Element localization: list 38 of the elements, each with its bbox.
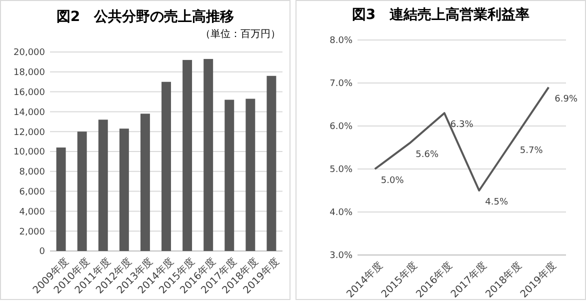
y-tick-label: 20,000 bbox=[14, 48, 46, 58]
data-label: 5.7% bbox=[520, 146, 544, 156]
y-tick-label: 7.0% bbox=[330, 79, 353, 90]
y-tick-label: 10,000 bbox=[14, 148, 46, 158]
bar bbox=[182, 60, 192, 251]
bar bbox=[162, 82, 171, 251]
y-tick-label: 6.0% bbox=[330, 122, 353, 132]
y-tick-label: 3.0% bbox=[330, 251, 353, 262]
y-tick-label: 16,000 bbox=[14, 88, 46, 98]
y-tick-label: 8,000 bbox=[19, 168, 46, 178]
y-tick-label: 18,000 bbox=[14, 68, 46, 78]
bar bbox=[77, 132, 87, 251]
y-tick-label: 6,000 bbox=[19, 187, 46, 198]
bar bbox=[119, 128, 129, 251]
y-tick-label: 14,000 bbox=[14, 108, 46, 118]
chart-title: 図2 公共分野の売上高推移 bbox=[56, 8, 234, 25]
y-tick-label: 4.0% bbox=[330, 208, 353, 218]
bar bbox=[266, 76, 276, 251]
y-tick-label: 2,000 bbox=[19, 227, 46, 238]
bar bbox=[204, 58, 214, 251]
data-label: 6.3% bbox=[450, 120, 474, 130]
bar bbox=[246, 98, 256, 251]
data-label: 6.9% bbox=[554, 94, 578, 104]
chart-title: 図3 連結売上高営業利益率 bbox=[352, 6, 530, 23]
bar bbox=[140, 114, 150, 251]
chart-subtitle: （単位：百万円） bbox=[200, 28, 280, 40]
bar bbox=[56, 148, 66, 251]
y-tick-label: 0 bbox=[39, 247, 46, 258]
y-tick-label: 8.0% bbox=[330, 36, 353, 46]
data-label: 4.5% bbox=[485, 198, 508, 208]
data-label: 5.0% bbox=[380, 176, 404, 186]
line-series bbox=[374, 86, 550, 192]
data-label: 5.6% bbox=[416, 150, 439, 160]
y-tick-label: 5.0% bbox=[330, 165, 353, 176]
y-tick-label: 12,000 bbox=[14, 128, 46, 138]
bar bbox=[98, 120, 108, 251]
bar bbox=[224, 100, 234, 251]
y-tick-label: 4,000 bbox=[19, 207, 46, 218]
